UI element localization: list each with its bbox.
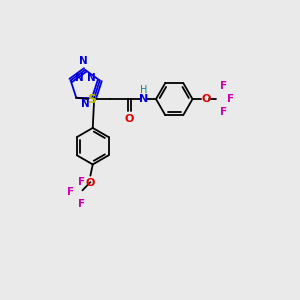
Text: N: N: [75, 73, 83, 83]
Text: C: C: [217, 94, 224, 104]
Text: F: F: [220, 107, 228, 117]
Text: N: N: [87, 73, 96, 83]
Text: O: O: [86, 178, 95, 188]
Text: N: N: [139, 94, 148, 104]
Text: F: F: [68, 187, 74, 197]
Text: F: F: [78, 176, 85, 187]
Text: F: F: [78, 199, 85, 209]
Text: S: S: [87, 93, 96, 106]
Text: H: H: [140, 85, 147, 95]
Text: F: F: [220, 81, 228, 91]
Text: N: N: [80, 56, 88, 66]
Text: O: O: [125, 114, 134, 124]
Text: N: N: [81, 99, 90, 109]
Text: F: F: [227, 94, 234, 104]
Text: O: O: [202, 94, 211, 104]
